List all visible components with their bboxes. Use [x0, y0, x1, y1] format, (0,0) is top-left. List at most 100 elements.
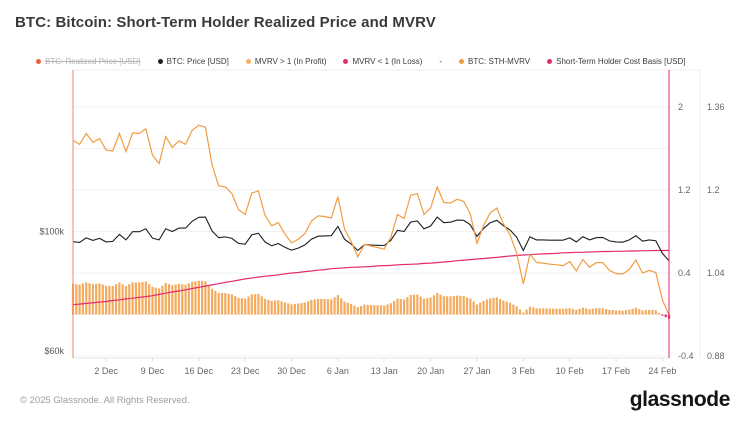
legend-item[interactable]: MVRV < 1 (In Loss) [343, 57, 422, 66]
profit-bar [525, 309, 528, 315]
profit-bar [591, 308, 594, 315]
profit-bar [389, 303, 392, 315]
profit-bar [399, 299, 402, 315]
profit-bar [184, 284, 187, 315]
profit-bar [657, 312, 661, 315]
legend-item[interactable]: - [439, 57, 442, 66]
profit-bar [310, 299, 313, 315]
profit-bar [651, 310, 654, 315]
profit-bar [409, 294, 412, 315]
x-tick-label: 3 Feb [512, 366, 535, 376]
legend-item[interactable]: BTC: STH-MVRV [459, 57, 530, 66]
profit-bar [95, 283, 98, 315]
profit-bar [624, 310, 628, 315]
x-tick-label: 27 Jan [463, 366, 490, 376]
profit-bar [75, 284, 78, 315]
profit-bar [555, 308, 558, 315]
legend-item[interactable]: BTC: Realized Price [USD] [36, 57, 141, 66]
profit-bar [373, 305, 376, 315]
profit-bar [618, 310, 621, 315]
profit-bar [293, 303, 296, 315]
profit-bar [167, 284, 171, 315]
profit-bar [446, 296, 449, 315]
profit-bar [204, 281, 207, 315]
profit-bar [356, 307, 359, 315]
x-tick-label: 6 Jan [327, 366, 349, 376]
y-tick-label-right-inner: 1.2 [678, 185, 691, 195]
profit-bar [326, 299, 330, 315]
profit-bar [128, 284, 131, 315]
legend-item[interactable]: Short-Term Holder Cost Basis [USD] [547, 57, 686, 66]
profit-bar [118, 282, 121, 315]
profit-bar [88, 283, 91, 315]
y-tick-label-right-outer: 1.04 [707, 268, 725, 278]
y-tick-label-right-inner: 0.4 [678, 268, 691, 278]
profit-bar [416, 294, 419, 315]
profit-bar [598, 308, 601, 315]
x-tick-label: 24 Feb [648, 366, 676, 376]
profit-bar [197, 280, 200, 315]
profit-bar [270, 300, 273, 315]
profit-bar [611, 310, 614, 315]
profit-bar [595, 308, 598, 315]
profit-bar [505, 301, 508, 315]
profit-bar [452, 295, 455, 315]
profit-bar [462, 296, 465, 315]
profit-bar [340, 298, 343, 315]
profit-bar [588, 309, 591, 315]
profit-bar [383, 305, 386, 315]
profit-bar [359, 305, 363, 315]
profit-bar [250, 294, 253, 315]
profit-bar [333, 297, 336, 315]
legend-marker-icon [343, 59, 349, 64]
profit-bar [429, 297, 432, 315]
x-tick-label: 2 Dec [94, 366, 118, 376]
profit-bar [538, 308, 541, 315]
profit-bar [240, 298, 243, 315]
legend-marker-icon [459, 59, 465, 64]
y-tick-label-right-inner: -0.4 [678, 351, 694, 361]
chart-legend: BTC: Realized Price [USD] BTC: Price [USD… [36, 57, 686, 66]
profit-bar [134, 282, 138, 315]
profit-bar [300, 303, 303, 315]
profit-bar [144, 281, 147, 315]
profit-bar [316, 298, 320, 315]
profit-bar [403, 299, 406, 315]
profit-bar [313, 299, 316, 315]
profit-bar [369, 304, 373, 315]
profit-bar [432, 295, 436, 315]
y-tick-label-left-usd: $100k [39, 227, 64, 237]
profit-bar [558, 308, 561, 315]
profit-bar [485, 299, 488, 315]
profit-bar [638, 309, 641, 315]
profit-bar [465, 297, 469, 315]
profit-bar [644, 310, 647, 315]
profit-bar [214, 290, 217, 315]
chart-title: BTC: Bitcoin: Short-Term Holder Realized… [15, 14, 436, 31]
profit-bar [366, 304, 369, 315]
profit-bar [280, 301, 283, 315]
profit-bar [91, 284, 94, 315]
profit-bar [161, 285, 164, 315]
profit-bar [492, 297, 495, 315]
profit-bar [181, 284, 184, 315]
profit-bar [287, 303, 290, 315]
profit-bar [561, 308, 565, 315]
legend-item[interactable]: MVRV > 1 (In Profit) [245, 57, 326, 66]
legend-item[interactable]: BTC: Price [USD] [157, 57, 229, 66]
profit-bar [568, 308, 571, 315]
profit-bar [346, 302, 349, 315]
profit-bar [412, 294, 416, 315]
profit-bar [174, 284, 177, 315]
profit-bar [124, 286, 128, 315]
profit-bar [323, 299, 326, 315]
profit-bar [439, 294, 442, 315]
profit-bar [247, 296, 250, 315]
legend-item-label: - [439, 57, 443, 66]
profit-bar [386, 304, 389, 315]
profit-bar [475, 304, 479, 315]
profit-bar [614, 310, 618, 315]
profit-bar [254, 294, 257, 315]
profit-bar [220, 293, 224, 315]
